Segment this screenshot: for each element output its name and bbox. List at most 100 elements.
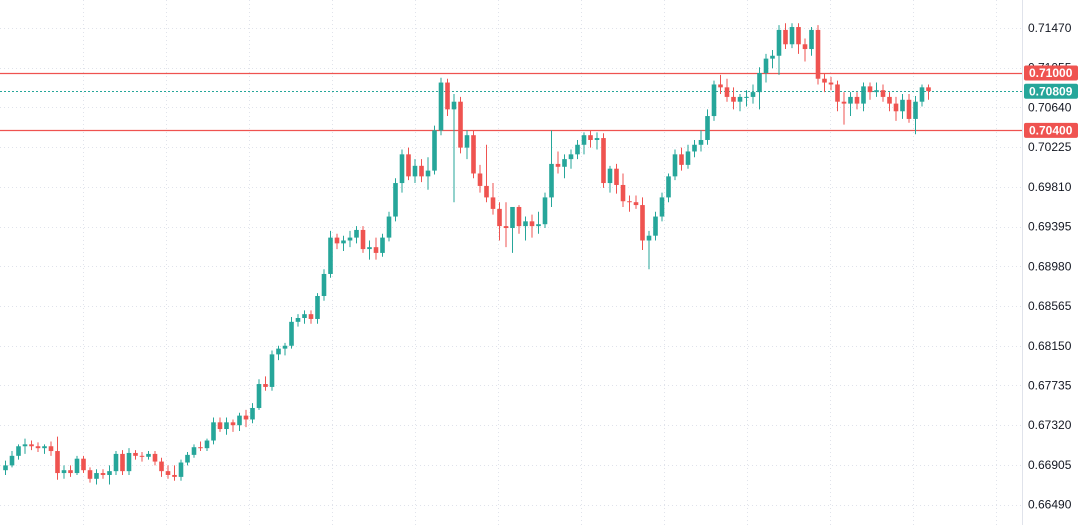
candle-body <box>406 154 411 177</box>
candle <box>42 444 47 454</box>
candle-body <box>815 29 821 79</box>
candle <box>113 451 119 475</box>
candle <box>16 444 21 460</box>
candle <box>224 417 229 435</box>
candle-body <box>796 27 801 45</box>
candle-body <box>614 168 619 185</box>
candle <box>633 195 639 209</box>
y-tick-label: 0.70640 <box>1028 100 1072 114</box>
candle-body <box>347 237 353 241</box>
candle-body <box>276 348 281 355</box>
candle <box>425 157 431 190</box>
candle <box>380 233 385 257</box>
candle <box>107 465 112 485</box>
candle-body <box>373 247 379 253</box>
candle-body <box>211 422 216 441</box>
candle-body <box>529 221 535 227</box>
candle-body <box>672 154 678 177</box>
candle-body <box>380 237 385 253</box>
y-tick-label: 0.67320 <box>1028 418 1072 432</box>
candle <box>497 202 502 241</box>
candle <box>295 314 301 327</box>
candle <box>35 442 41 452</box>
candle-body <box>328 237 333 274</box>
candle-body <box>178 462 184 477</box>
candle <box>328 230 333 278</box>
candle-body <box>230 422 236 426</box>
candle <box>620 173 626 207</box>
horizontal-levels <box>0 72 1022 132</box>
candle-body <box>510 206 515 229</box>
candle-body <box>204 440 210 449</box>
candle-body <box>627 201 632 203</box>
candle <box>835 80 840 112</box>
candle <box>308 310 314 324</box>
candle <box>146 451 151 460</box>
candle <box>659 192 665 222</box>
candle-body <box>308 314 314 319</box>
candle <box>529 214 535 238</box>
candle <box>919 84 925 107</box>
candle <box>711 80 717 121</box>
candle <box>68 465 73 477</box>
candle <box>692 139 697 158</box>
candle-body <box>919 87 925 102</box>
candle <box>399 149 405 193</box>
candle-body <box>224 422 229 430</box>
candle-body <box>100 473 106 475</box>
candle <box>48 441 54 456</box>
candle <box>724 78 730 102</box>
candle <box>321 269 327 301</box>
candle-body <box>913 101 918 119</box>
candle-body <box>120 453 125 472</box>
candle-body <box>48 446 54 452</box>
candle-body <box>81 458 86 471</box>
candle-body <box>185 454 190 463</box>
candle <box>120 450 125 475</box>
candle <box>594 132 600 150</box>
candle-body <box>393 183 398 217</box>
candle-body <box>575 144 580 155</box>
candle-body <box>94 473 99 479</box>
y-tick-label: 0.69810 <box>1028 180 1072 194</box>
candle-body <box>386 216 392 238</box>
candle <box>87 467 93 483</box>
candle <box>796 23 801 54</box>
candle-body <box>822 78 827 83</box>
y-tick-label: 0.69395 <box>1028 220 1072 234</box>
candle <box>867 82 873 100</box>
candle-body <box>477 173 483 186</box>
candle <box>841 92 847 125</box>
candle-body <box>412 165 418 177</box>
candle <box>152 451 158 466</box>
candle <box>172 465 177 481</box>
candle-body <box>867 86 873 93</box>
candle <box>906 94 912 123</box>
candle-body <box>536 224 541 227</box>
candle <box>763 53 769 83</box>
candle <box>731 87 736 110</box>
candle-body <box>601 138 606 184</box>
candle-body <box>581 135 587 145</box>
candle-body <box>763 58 769 73</box>
candle <box>412 159 418 184</box>
candle-body <box>679 154 684 165</box>
candle <box>718 74 723 95</box>
candle-body <box>55 451 60 474</box>
price-tag-bg <box>1024 122 1078 138</box>
candle <box>393 178 398 222</box>
candle-body <box>126 452 132 472</box>
candle <box>887 92 892 112</box>
candle <box>698 130 704 152</box>
candle-body <box>893 103 899 112</box>
candle <box>438 77 444 136</box>
candle <box>802 38 808 62</box>
candle <box>243 409 249 428</box>
candle <box>458 96 463 154</box>
candle <box>139 451 145 462</box>
candle-body <box>692 144 697 152</box>
candle-body <box>159 461 164 472</box>
candle <box>607 165 613 193</box>
candle-body <box>633 202 639 206</box>
candle-body <box>198 447 203 449</box>
